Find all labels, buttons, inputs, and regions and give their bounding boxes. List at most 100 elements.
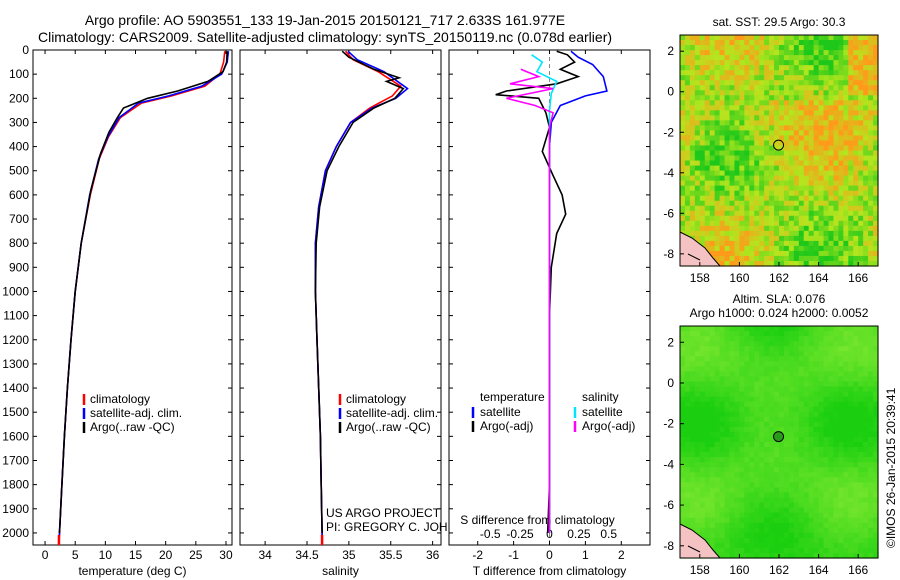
map-cell [843, 245, 849, 252]
map-cell [714, 125, 721, 132]
map-cell [843, 477, 849, 483]
map-cell [828, 447, 835, 453]
map-cell [709, 150, 716, 157]
map-cell [699, 205, 706, 212]
map-cell [848, 436, 854, 443]
map-cell [793, 260, 800, 267]
map-cell [813, 431, 820, 438]
map-cell [714, 512, 721, 519]
map-cell [833, 240, 839, 247]
map-cell [739, 55, 745, 61]
map-cell [868, 55, 874, 61]
map-cell [694, 50, 701, 56]
map-cell [873, 542, 879, 549]
map-cell [779, 482, 785, 488]
map-cell [828, 436, 835, 443]
map-cell [868, 240, 874, 247]
map-cell [868, 125, 874, 132]
map-cell [680, 120, 686, 126]
map-cell [828, 356, 835, 362]
map-cell [769, 386, 775, 393]
map-cell [704, 426, 711, 433]
map-cell [759, 260, 765, 267]
map-cell [754, 155, 760, 162]
map-cell [798, 70, 805, 76]
map-cell [858, 205, 864, 212]
map-cell [779, 487, 785, 494]
map-cell [828, 411, 835, 418]
map-cell [873, 426, 879, 433]
map-cell [783, 401, 790, 408]
map-cell [744, 175, 750, 182]
map-cell [769, 135, 775, 142]
map-cell [724, 416, 731, 423]
map-cell [739, 512, 745, 519]
map-cell [759, 90, 765, 96]
map-cell [764, 497, 770, 504]
map-cell [694, 326, 701, 332]
climatology-title: Climatology: CARS2009. Satellite-adjuste… [37, 29, 613, 45]
map-cell [719, 331, 726, 337]
map-cell [813, 235, 820, 242]
map-cell [759, 542, 765, 549]
map-cell [783, 130, 790, 137]
y-tick-label: -6 [663, 206, 674, 220]
map-cell [803, 447, 810, 453]
map-cell [689, 160, 696, 167]
map-cell [759, 356, 765, 362]
map-cell [680, 155, 686, 162]
map-cell [848, 150, 854, 157]
map-cell [744, 406, 750, 413]
map-cell [803, 70, 810, 76]
map-cell [764, 406, 770, 413]
map-cell [793, 215, 800, 222]
map-cell [843, 250, 849, 257]
map-cell [704, 421, 711, 428]
map-cell [719, 215, 726, 222]
map-cell [714, 366, 721, 372]
map-cell [724, 346, 731, 352]
map-cell [714, 35, 721, 41]
map-cell [833, 492, 839, 499]
map-cell [779, 517, 785, 524]
map-cell [684, 35, 691, 41]
map-cell [749, 396, 755, 403]
map-cell [828, 507, 835, 514]
map-cell [793, 356, 800, 362]
map-cell [704, 50, 711, 56]
map-cell [769, 356, 775, 362]
map-cell [689, 346, 696, 352]
map-cell [793, 467, 800, 473]
map-cell [684, 502, 691, 509]
x-tick-label: 0 [42, 548, 49, 562]
map-cell [858, 55, 864, 61]
map-cell [699, 180, 706, 187]
map-cell [853, 426, 859, 433]
map-cell [823, 250, 830, 257]
map-cell [769, 452, 775, 458]
map-cell [803, 442, 810, 448]
y-tick-label: 1400 [2, 381, 29, 395]
map-cell [858, 210, 864, 217]
map-cell [783, 396, 790, 403]
map-cell [714, 205, 721, 212]
map-cell [699, 110, 706, 116]
map-cell [729, 406, 736, 413]
map-cell [798, 140, 805, 147]
map-cell [774, 532, 780, 539]
map-cell [739, 85, 745, 91]
map-cell [848, 95, 854, 101]
map-cell [754, 255, 760, 262]
map-cell [744, 512, 750, 519]
map-cell [843, 180, 849, 187]
map-cell [858, 170, 864, 177]
map-cell [788, 60, 795, 66]
map-cell [689, 492, 696, 499]
map-cell [838, 225, 844, 232]
map-cell [744, 210, 750, 217]
map-cell [684, 462, 691, 468]
map-cell [833, 65, 839, 71]
map-cell [689, 135, 696, 142]
map-cell [808, 431, 815, 438]
map-cell [724, 467, 731, 473]
